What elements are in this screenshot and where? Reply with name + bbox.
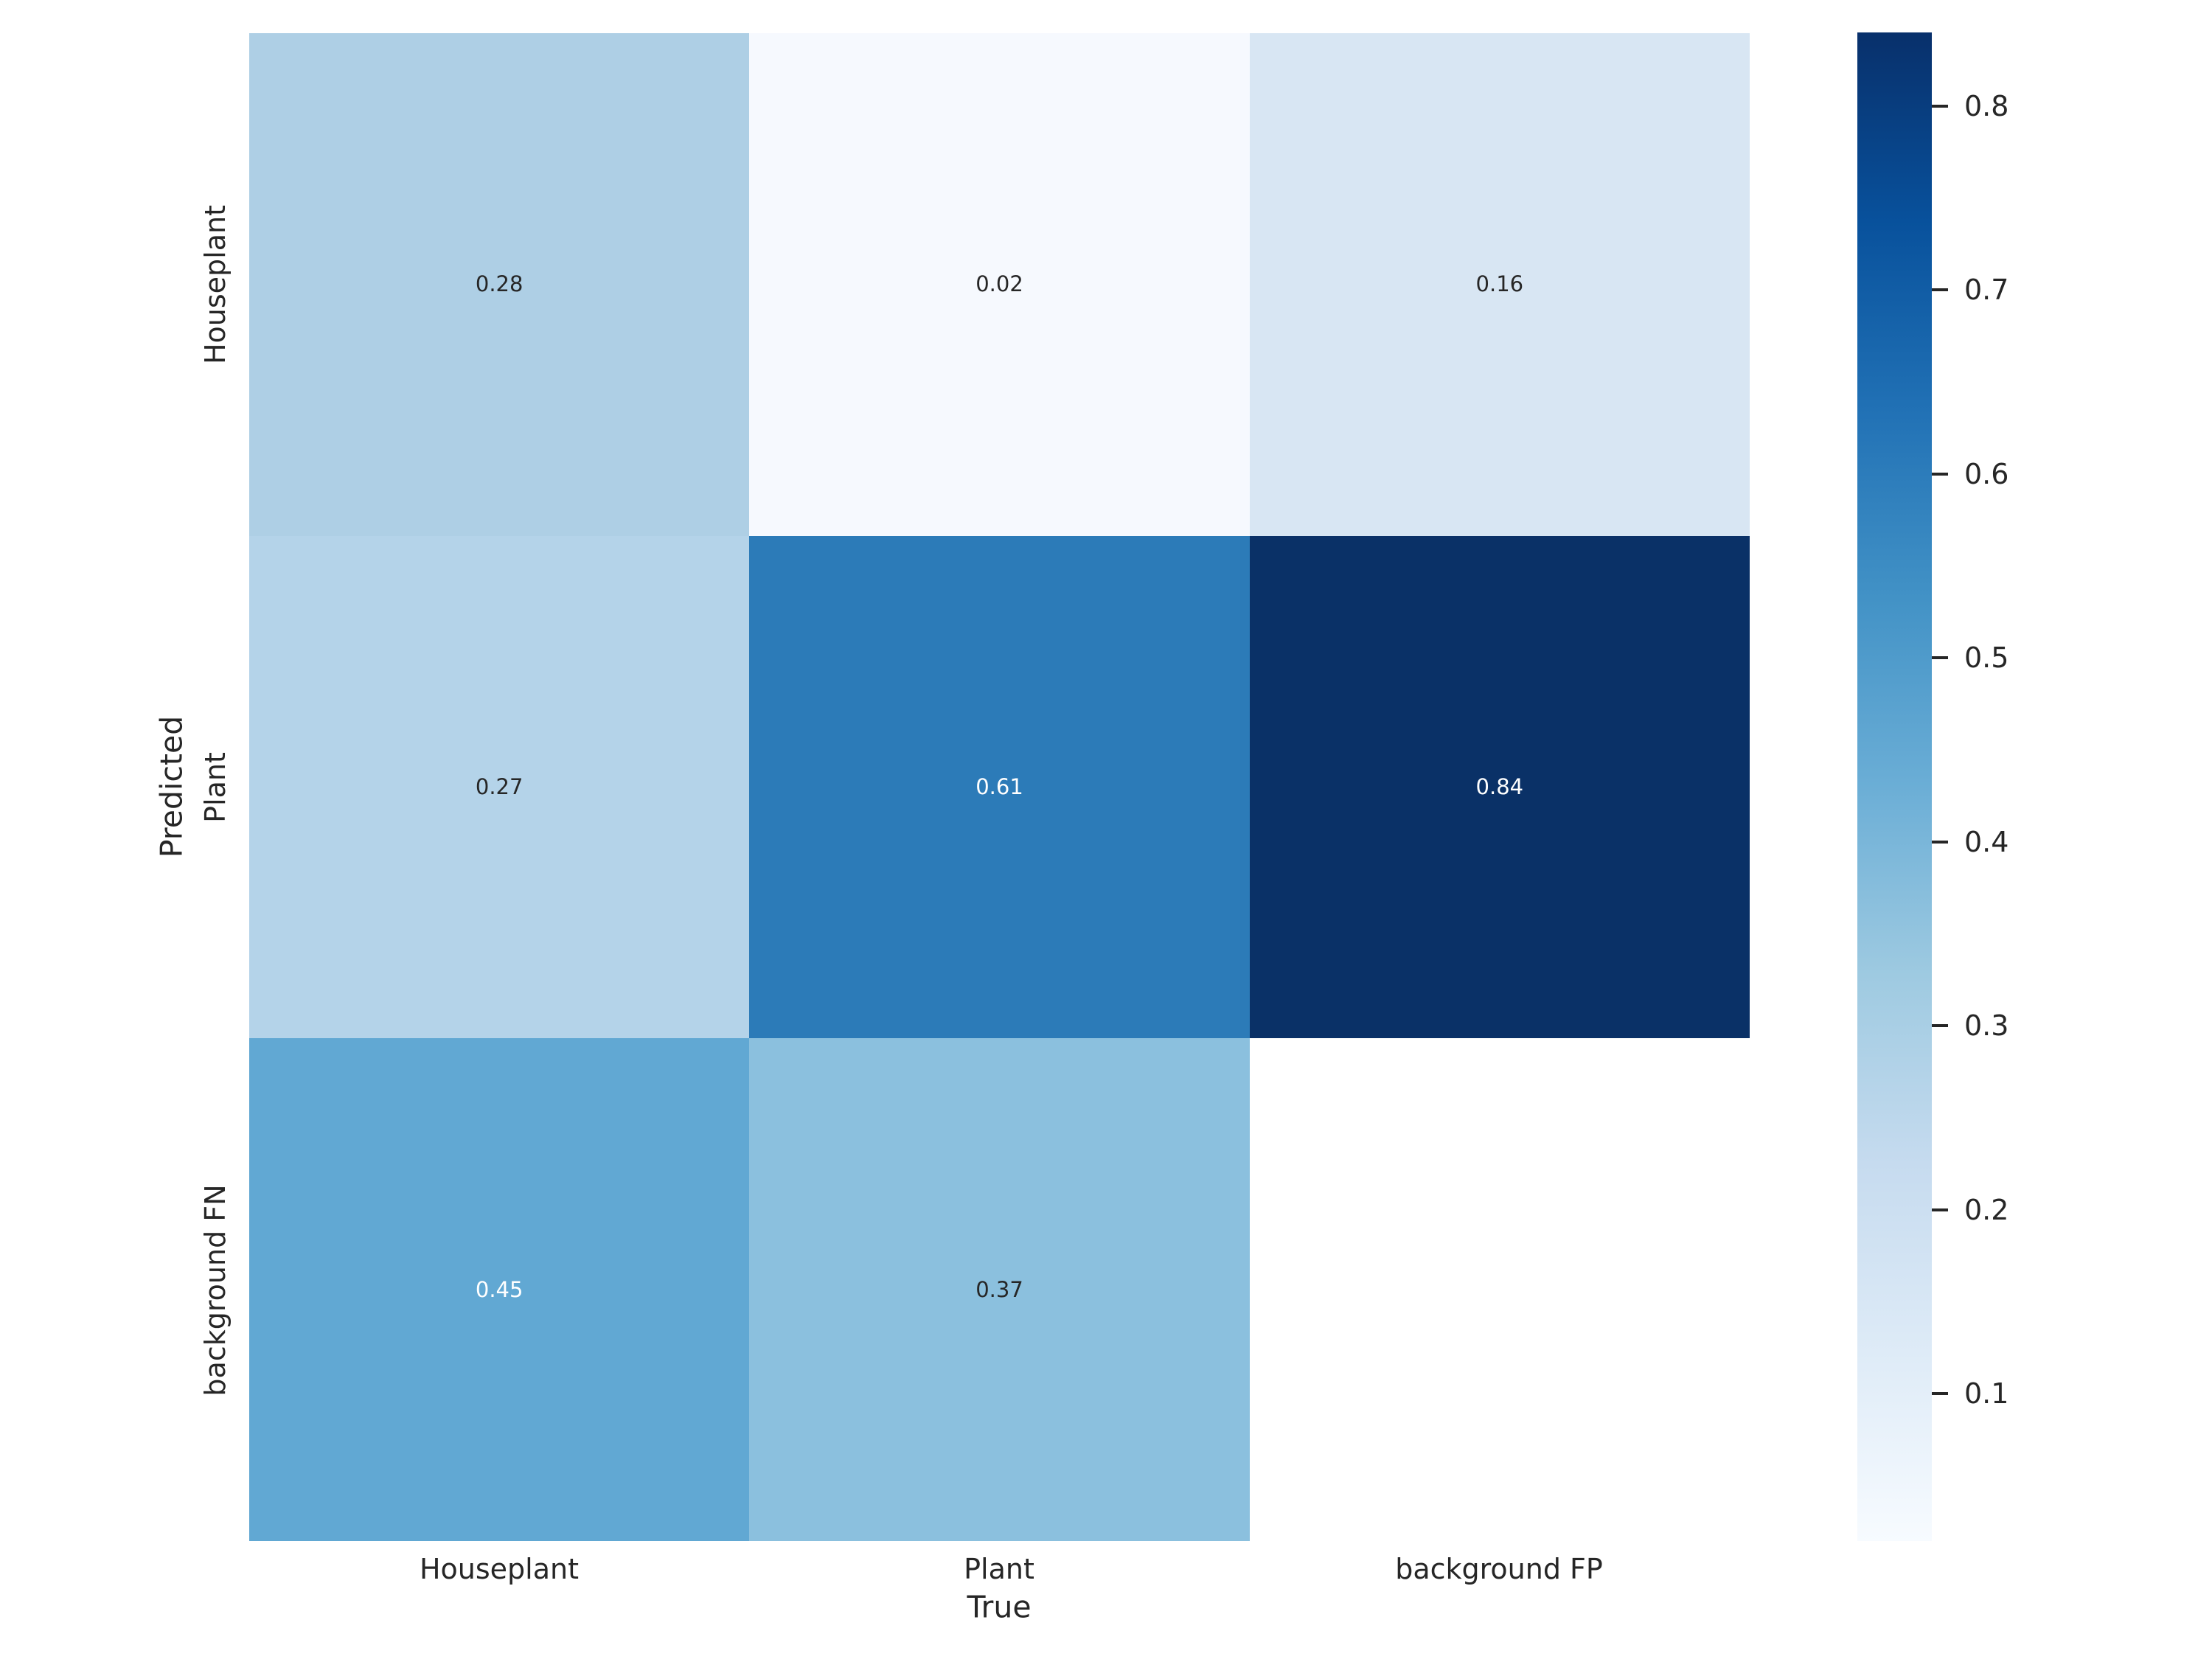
y-tick-houseplant: Houseplant (199, 204, 232, 365)
heatmap-cell-background-fn-background-fp (1249, 1038, 1750, 1541)
colorbar-tick-label-0.8: 0.8 (1964, 89, 2009, 122)
heatmap-cell-plant-plant: 0.61 (749, 535, 1250, 1039)
colorbar-tick-mark-0.8 (1932, 104, 1948, 108)
colorbar-tick-mark-0.6 (1932, 472, 1948, 476)
heatmap-cell-plant-background-fp: 0.84 (1249, 535, 1750, 1039)
x-tick-houseplant: Houseplant (419, 1553, 580, 1585)
colorbar-tick-mark-0.3 (1932, 1024, 1948, 1028)
cell-value: 0.28 (475, 271, 524, 297)
colorbar-tick-mark-0.4 (1932, 840, 1948, 844)
cell-value: 0.45 (475, 1276, 524, 1302)
colorbar-tick-mark-0.1 (1932, 1392, 1948, 1396)
cell-value: 0.84 (1475, 773, 1524, 799)
colorbar-tick-label-0.7: 0.7 (1964, 274, 2009, 307)
colorbar-tick-mark-0.7 (1932, 288, 1948, 292)
heatmap-cell-background-fn-houseplant: 0.45 (249, 1038, 750, 1541)
x-axis-label: True (967, 1589, 1032, 1625)
colorbar-tick-label-0.1: 0.1 (1964, 1377, 2009, 1411)
heatmap-cell-background-fn-plant: 0.37 (749, 1038, 1250, 1541)
x-tick-background-fp: background FP (1395, 1553, 1603, 1585)
heatmap-cell-plant-houseplant: 0.27 (249, 535, 750, 1039)
cell-value: 0.27 (475, 773, 524, 799)
colorbar-gradient (1857, 32, 1932, 1541)
cell-value: 0.16 (1475, 271, 1524, 297)
cell-value: 0.61 (975, 773, 1023, 799)
colorbar-tick-label-0.6: 0.6 (1964, 457, 2009, 490)
heatmap-cell-houseplant-plant: 0.02 (749, 33, 1250, 536)
y-tick-background-fn: background FN (199, 1184, 232, 1397)
heatmap-cell-houseplant-background-fp: 0.16 (1249, 33, 1750, 536)
colorbar-tick-mark-0.5 (1932, 656, 1948, 660)
cell-value: 0.37 (975, 1276, 1023, 1302)
heatmap-cell-houseplant-houseplant: 0.28 (249, 33, 750, 536)
y-axis-label: Predicted (153, 715, 189, 858)
y-tick-plant: Plant (199, 752, 232, 823)
x-tick-plant: Plant (964, 1553, 1034, 1585)
colorbar-tick-label-0.4: 0.4 (1964, 825, 2009, 858)
colorbar-tick-label-0.5: 0.5 (1964, 641, 2009, 675)
cell-value: 0.02 (975, 271, 1023, 297)
colorbar-tick-mark-0.2 (1932, 1208, 1948, 1211)
colorbar-tick-label-0.3: 0.3 (1964, 1009, 2009, 1043)
heatmap-grid: 0.28 0.02 0.16 0.27 0.61 0.84 0.45 0.37 (249, 33, 1750, 1541)
colorbar-tick-label-0.2: 0.2 (1964, 1193, 2009, 1226)
